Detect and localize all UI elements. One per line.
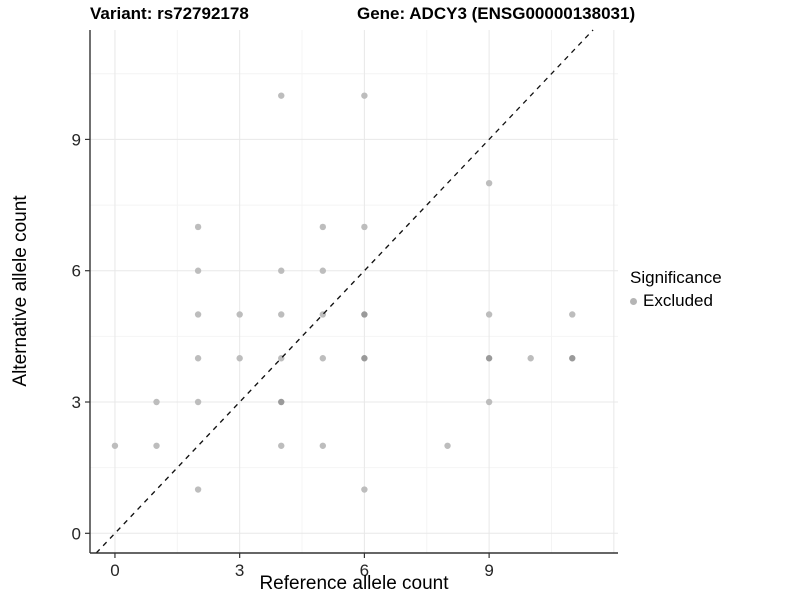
data-point <box>444 442 451 449</box>
data-point <box>361 486 368 493</box>
data-point <box>485 311 493 318</box>
data-point <box>153 442 160 449</box>
data-point <box>319 223 327 231</box>
x-tick-label: 3 <box>235 561 244 580</box>
data-point <box>361 355 368 362</box>
data-point <box>236 355 243 362</box>
y-tick-label: 9 <box>72 130 81 149</box>
data-point <box>278 442 285 449</box>
y-tick-label: 6 <box>72 262 81 281</box>
data-point <box>278 92 285 99</box>
data-point <box>111 442 119 449</box>
data-point <box>153 398 160 406</box>
legend-entry-label: Excluded <box>643 291 713 310</box>
data-point <box>194 223 202 231</box>
data-point <box>194 311 202 318</box>
data-point <box>361 92 368 99</box>
legend: Significance Excluded <box>630 268 722 311</box>
x-tick-label: 9 <box>484 561 493 580</box>
data-point <box>194 398 202 406</box>
legend-entry-excluded: Excluded <box>630 291 722 311</box>
y-axis-title: Alternative allele count <box>10 195 31 387</box>
data-point <box>194 486 202 493</box>
data-point <box>236 311 243 318</box>
data-point <box>278 267 285 274</box>
data-point <box>485 398 493 406</box>
identity-line <box>95 29 594 554</box>
data-point <box>319 355 327 362</box>
data-point <box>361 223 368 231</box>
data-point <box>319 442 327 449</box>
data-point <box>569 311 576 318</box>
legend-point-icon <box>630 297 637 305</box>
data-point <box>278 398 285 406</box>
data-point <box>569 355 576 362</box>
data-point <box>319 267 327 274</box>
data-point <box>361 311 368 318</box>
data-point <box>485 179 493 187</box>
legend-title: Significance <box>630 268 722 287</box>
data-point <box>278 311 285 318</box>
y-tick-label: 3 <box>72 393 81 412</box>
data-point <box>485 355 493 362</box>
plot-title-gene: Gene: ADCY3 (ENSG00000138031) <box>357 4 636 23</box>
data-point <box>527 355 534 362</box>
x-tick-label: 6 <box>360 561 369 580</box>
x-tick-label: 0 <box>110 561 119 580</box>
data-point <box>194 355 202 362</box>
data-point <box>194 267 202 274</box>
y-tick-label: 0 <box>72 524 81 543</box>
plot-title-variant: Variant: rs72792178 <box>90 4 249 23</box>
x-axis-title: Reference allele count <box>259 573 449 594</box>
